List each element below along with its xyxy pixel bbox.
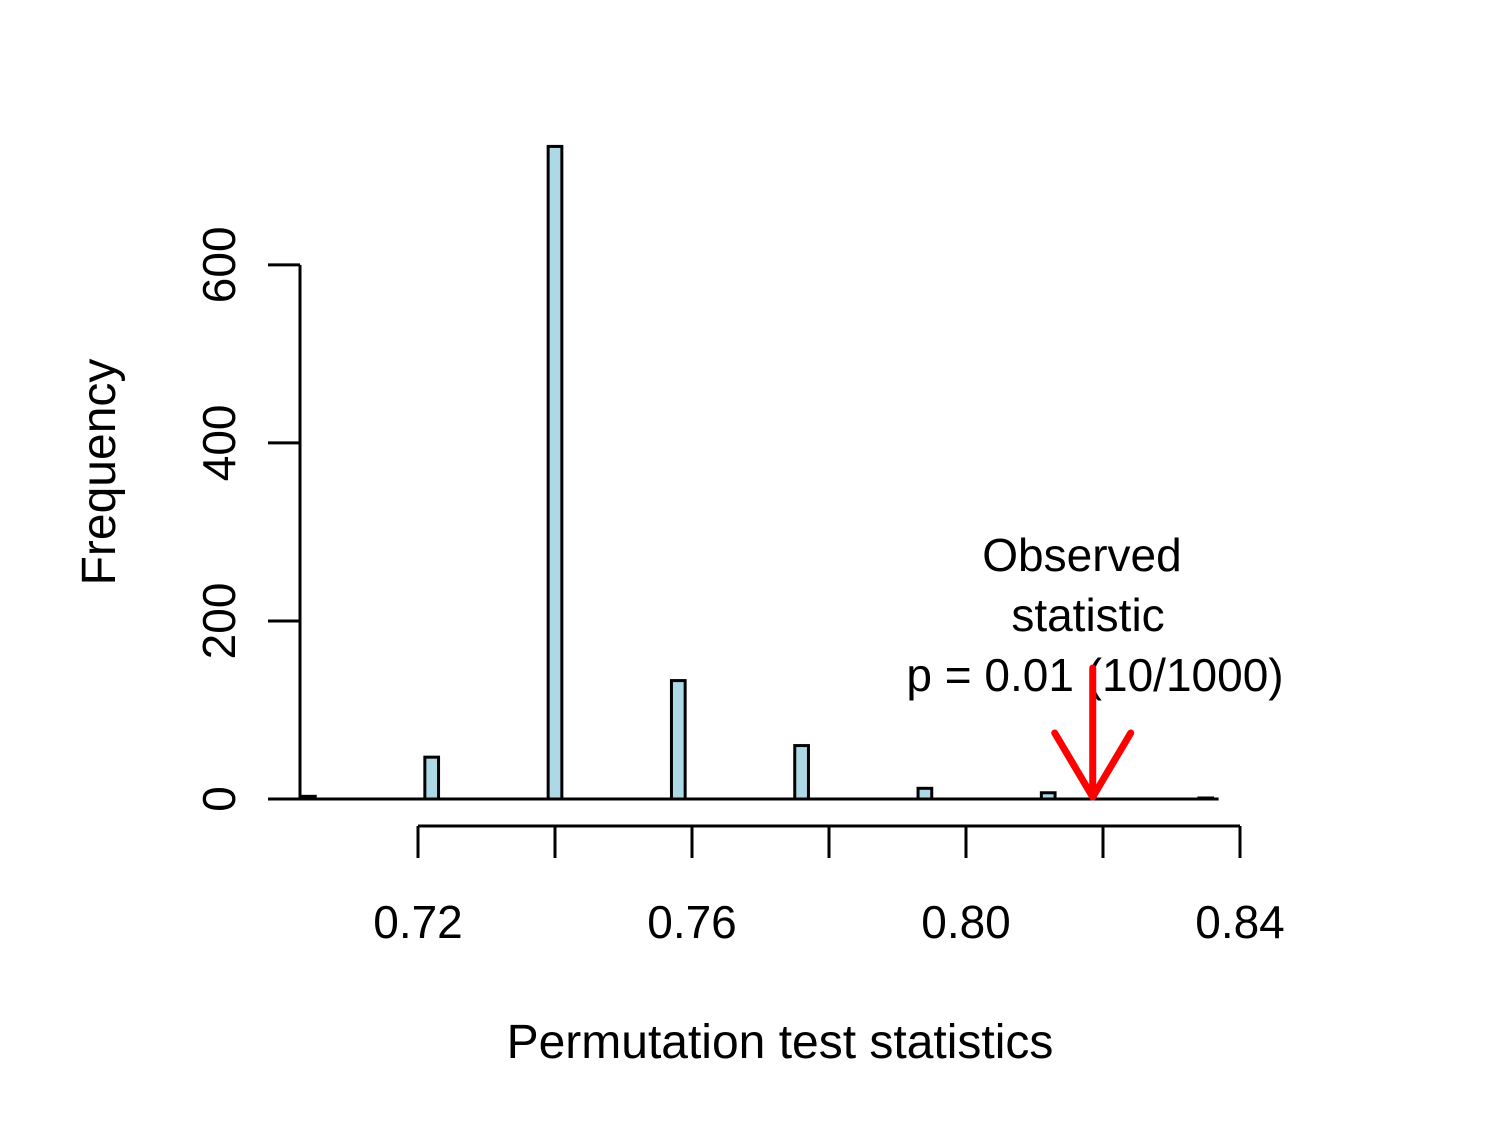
observed-label-line-1: Observed bbox=[982, 529, 1181, 581]
x-tick-label: 0.76 bbox=[647, 896, 737, 948]
x-tick-label: 0.84 bbox=[1195, 896, 1285, 948]
observed-arrow-icon bbox=[1051, 664, 1135, 801]
observed-arrow-head bbox=[1051, 729, 1135, 801]
y-tick-label: 600 bbox=[193, 226, 245, 303]
y-tick-label: 200 bbox=[193, 583, 245, 660]
observed-label-line-2: statistic bbox=[1011, 589, 1164, 641]
x-axis-title: Permutation test statistics bbox=[507, 1016, 1054, 1069]
x-tick-label: 0.72 bbox=[373, 896, 463, 948]
histogram-bar bbox=[423, 755, 441, 801]
histogram-bar bbox=[669, 679, 687, 801]
y-tick-label: 0 bbox=[193, 786, 245, 812]
histogram-bars bbox=[300, 144, 1215, 801]
histogram-bar bbox=[546, 144, 564, 801]
x-axis: 0.72 0.76 0.80 0.84 bbox=[373, 824, 1285, 948]
histogram-bar bbox=[916, 786, 934, 801]
y-axis-title: Frequency bbox=[73, 359, 126, 586]
observed-statistic-annotation: Observed statistic p = 0.01 (10/1000) bbox=[906, 529, 1284, 801]
x-tick-label: 0.80 bbox=[921, 896, 1011, 948]
histogram-bar bbox=[793, 744, 810, 801]
y-tick-label: 400 bbox=[193, 405, 245, 482]
y-axis: 0 200 400 600 bbox=[193, 226, 302, 812]
